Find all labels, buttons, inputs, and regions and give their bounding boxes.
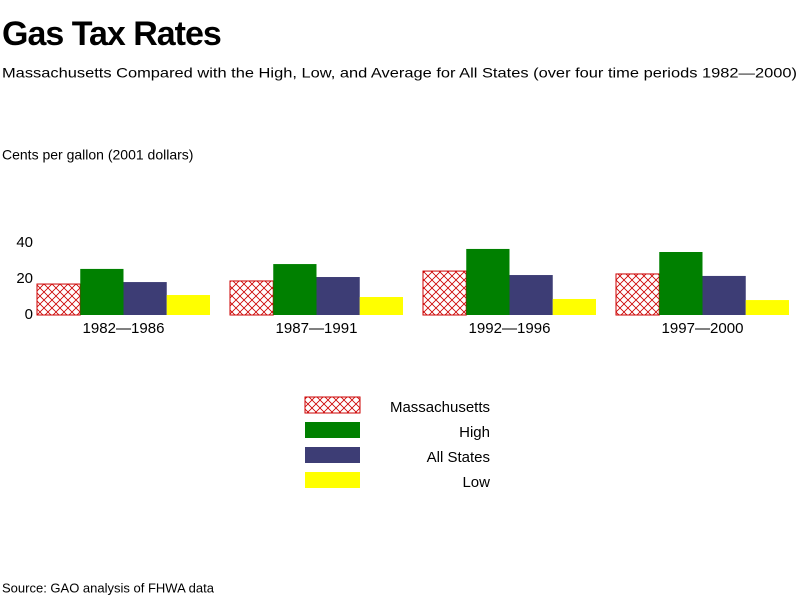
bar (659, 252, 703, 315)
bar (745, 300, 789, 315)
bar (509, 275, 553, 315)
bar (702, 275, 746, 315)
legend-label: All States (427, 449, 490, 466)
bar (466, 248, 510, 315)
legend-label: Massachusetts (390, 399, 490, 416)
legend-label: Low (462, 474, 490, 491)
x-tick-label: 1992—1996 (469, 320, 551, 337)
bar (316, 277, 360, 315)
legend-swatch (305, 422, 360, 438)
bar (80, 268, 124, 315)
bar (359, 297, 403, 315)
chart-title: Gas Tax Rates (2, 15, 221, 53)
x-tick-label: 1987—1991 (276, 320, 358, 337)
legend-swatch (304, 396, 361, 414)
bar (422, 270, 467, 316)
legend-swatch (305, 472, 360, 488)
bar (273, 264, 317, 315)
bar (229, 280, 274, 316)
legend-label: High (459, 424, 490, 441)
y-tick-label: 20 (16, 270, 33, 287)
bar (166, 295, 210, 315)
source-note: Source: GAO analysis of FHWA data (2, 580, 215, 595)
y-axis-label: Cents per gallon (2001 dollars) (2, 147, 193, 163)
x-tick-label: 1982—1986 (83, 320, 165, 337)
bar (615, 273, 660, 316)
bar (36, 283, 81, 316)
legend-swatch (305, 447, 360, 463)
y-tick-label: 0 (25, 306, 33, 323)
bar (552, 298, 596, 315)
chart-subtitle: Massachusetts Compared with the High, Lo… (2, 65, 797, 81)
y-tick-label: 40 (16, 234, 33, 251)
bar (123, 282, 167, 315)
x-tick-label: 1997—2000 (662, 320, 744, 337)
